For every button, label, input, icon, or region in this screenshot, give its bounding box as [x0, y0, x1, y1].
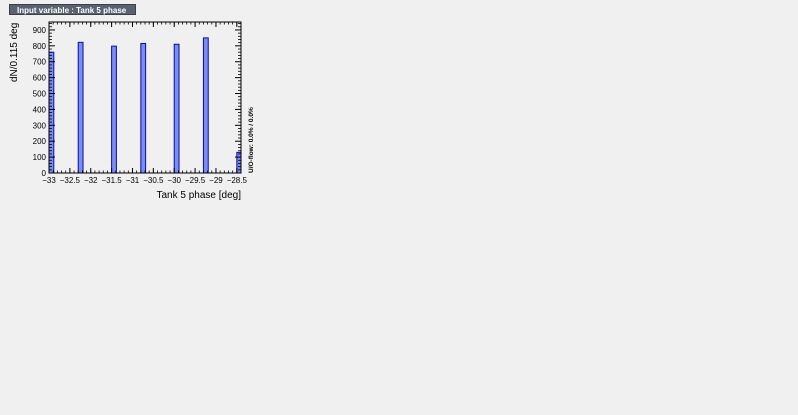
- x-tick-label: −28.5: [227, 176, 248, 185]
- x-tick-label: −29: [209, 176, 223, 185]
- histogram-bar: [140, 42, 147, 174]
- histogram-bar: [111, 45, 117, 174]
- y-tick-label: 100: [33, 153, 47, 162]
- y-tick-label: 900: [33, 26, 47, 35]
- y-axis-ticks: 0 100 200 300 400 500 600 700 800 900: [33, 23, 241, 178]
- x-tick-label: −31.5: [101, 176, 122, 185]
- overflow-note: U/O-flow: 0.0% / 0.0%: [248, 107, 255, 173]
- y-tick-label: 600: [33, 74, 47, 83]
- histogram-bar: [173, 43, 180, 174]
- histogram-bar: [202, 37, 209, 174]
- y-axis-title: dN/0.115 deg: [9, 23, 20, 82]
- x-tick-label: −30.5: [143, 176, 164, 185]
- x-tick-label: −32: [84, 176, 98, 185]
- x-axis-title: Tank 5 phase [deg]: [156, 190, 241, 201]
- x-tick-label: −29.5: [185, 176, 206, 185]
- y-tick-label: 500: [33, 90, 47, 99]
- x-tick-label: −32.5: [60, 176, 81, 185]
- y-tick-label: 300: [33, 121, 47, 130]
- plot-title: Input variable : Tank 5 phase: [9, 4, 136, 15]
- y-tick-label: 400: [33, 105, 47, 114]
- histogram-bar: [77, 41, 84, 174]
- x-tick-label: −30: [167, 176, 181, 185]
- y-tick-label: 800: [33, 42, 47, 51]
- y-tick-label: 200: [33, 137, 47, 146]
- histogram-bars: [48, 37, 242, 174]
- x-axis-ticks: −33 −32.5 −32 −31.5 −31 −30.5 −30 −29.5 −29 −28.5: [42, 22, 247, 185]
- y-tick-label: 0: [42, 169, 47, 178]
- x-tick-label: −31: [126, 176, 140, 185]
- x-tick-label: −33: [42, 176, 56, 185]
- y-tick-label: 700: [33, 58, 47, 67]
